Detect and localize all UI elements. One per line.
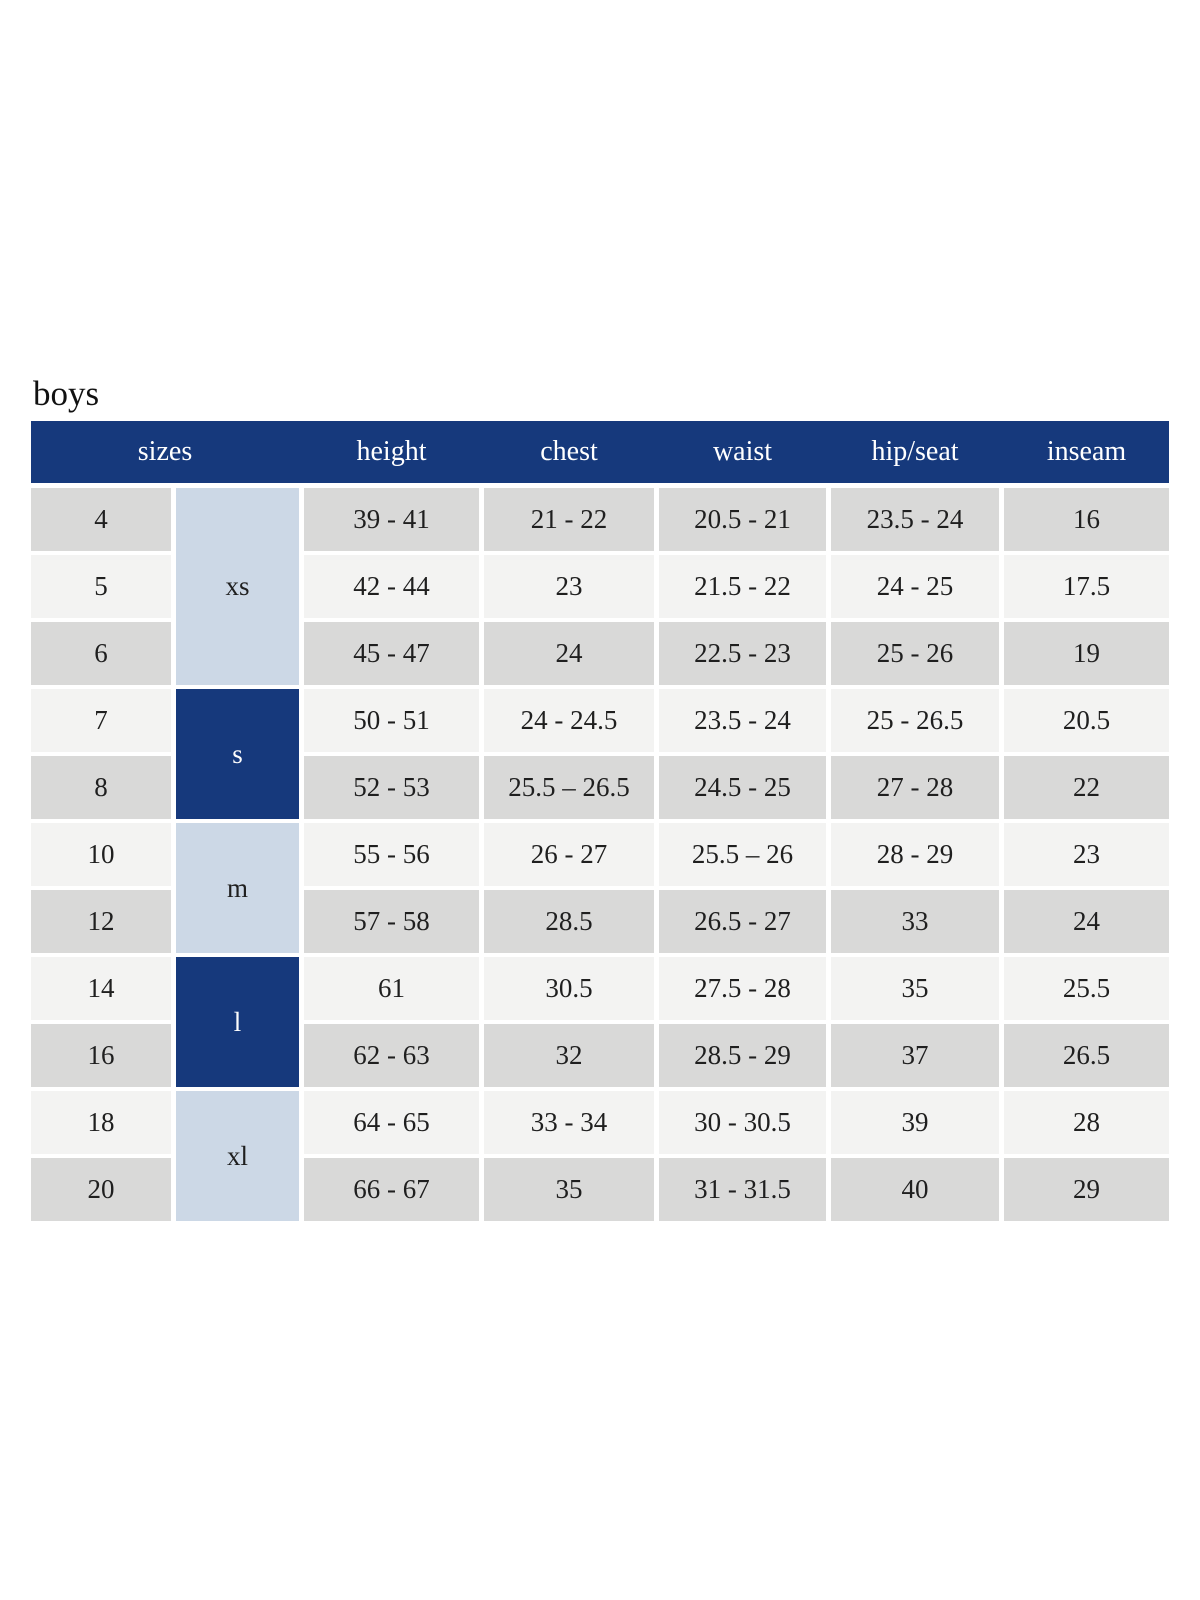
size-cell: 7	[31, 689, 171, 752]
chest-cell: 35	[484, 1158, 654, 1221]
size-cell: 20	[31, 1158, 171, 1221]
chest-cell: 24 - 24.5	[484, 689, 654, 752]
height-cell: 66 - 67	[304, 1158, 479, 1221]
column-header-hip-seat: hip/seat	[871, 436, 959, 467]
waist-cell: 22.5 - 23	[659, 622, 826, 685]
chest-cell: 32	[484, 1024, 654, 1087]
size-cell: 4	[31, 488, 171, 551]
size-cell: 18	[31, 1091, 171, 1154]
waist-cell: 31 - 31.5	[659, 1158, 826, 1221]
column-header-chest: chest	[540, 436, 598, 467]
hip-seat-cell: 23.5 - 24	[831, 488, 999, 551]
waist-cell: 27.5 - 28	[659, 957, 826, 1020]
size-group-cell-xl: xl	[176, 1091, 299, 1221]
chest-cell: 28.5	[484, 890, 654, 953]
waist-cell: 26.5 - 27	[659, 890, 826, 953]
size-cell: 14	[31, 957, 171, 1020]
hip-seat-cell: 37	[831, 1024, 999, 1087]
height-cell: 42 - 44	[304, 555, 479, 618]
chest-cell: 30.5	[484, 957, 654, 1020]
chest-cell: 33 - 34	[484, 1091, 654, 1154]
hip-seat-cell: 25 - 26.5	[831, 689, 999, 752]
hip-seat-cell: 33	[831, 890, 999, 953]
hip-seat-cell: 40	[831, 1158, 999, 1221]
height-cell: 55 - 56	[304, 823, 479, 886]
page-title: boys	[33, 374, 100, 413]
table-header-row: sizes height chest waist hip/seat inseam	[31, 421, 1169, 483]
height-cell: 39 - 41	[304, 488, 479, 551]
column-header-waist: waist	[712, 436, 773, 467]
inseam-cell: 22	[1004, 756, 1169, 819]
chest-cell: 26 - 27	[484, 823, 654, 886]
column-header-sizes: sizes	[137, 436, 193, 467]
waist-cell: 24.5 - 25	[659, 756, 826, 819]
column-header-height: height	[356, 436, 427, 467]
inseam-cell: 25.5	[1004, 957, 1169, 1020]
chest-cell: 25.5 – 26.5	[484, 756, 654, 819]
size-cell: 10	[31, 823, 171, 886]
inseam-cell: 24	[1004, 890, 1169, 953]
size-cell: 5	[31, 555, 171, 618]
inseam-cell: 29	[1004, 1158, 1169, 1221]
size-cell: 6	[31, 622, 171, 685]
size-cell: 12	[31, 890, 171, 953]
inseam-cell: 16	[1004, 488, 1169, 551]
size-chart-section: boys sizes height chest waist hip/seat i…	[31, 372, 1169, 1221]
inseam-cell: 23	[1004, 823, 1169, 886]
hip-seat-cell: 28 - 29	[831, 823, 999, 886]
inseam-cell: 20.5	[1004, 689, 1169, 752]
column-header-inseam: inseam	[1046, 436, 1127, 467]
hip-seat-cell: 24 - 25	[831, 555, 999, 618]
size-group-cell-l: l	[176, 957, 299, 1087]
waist-cell: 21.5 - 22	[659, 555, 826, 618]
inseam-cell: 26.5	[1004, 1024, 1169, 1087]
height-cell: 64 - 65	[304, 1091, 479, 1154]
height-cell: 52 - 53	[304, 756, 479, 819]
hip-seat-cell: 39	[831, 1091, 999, 1154]
hip-seat-cell: 27 - 28	[831, 756, 999, 819]
inseam-cell: 19	[1004, 622, 1169, 685]
waist-cell: 23.5 - 24	[659, 689, 826, 752]
inseam-cell: 17.5	[1004, 555, 1169, 618]
inseam-cell: 28	[1004, 1091, 1169, 1154]
chest-cell: 23	[484, 555, 654, 618]
chest-cell: 21 - 22	[484, 488, 654, 551]
height-cell: 57 - 58	[304, 890, 479, 953]
hip-seat-cell: 25 - 26	[831, 622, 999, 685]
size-group-cell-xs: xs	[176, 488, 299, 685]
height-cell: 50 - 51	[304, 689, 479, 752]
size-group-cell-m: m	[176, 823, 299, 953]
size-group-cell-s: s	[176, 689, 299, 819]
chest-cell: 24	[484, 622, 654, 685]
waist-cell: 30 - 30.5	[659, 1091, 826, 1154]
size-chart-table: xs s m l xl 4 39 - 41 21 - 22 20.5 - 21 …	[31, 488, 1169, 1221]
height-cell: 61	[304, 957, 479, 1020]
size-cell: 16	[31, 1024, 171, 1087]
waist-cell: 20.5 - 21	[659, 488, 826, 551]
size-cell: 8	[31, 756, 171, 819]
waist-cell: 25.5 – 26	[659, 823, 826, 886]
height-cell: 62 - 63	[304, 1024, 479, 1087]
hip-seat-cell: 35	[831, 957, 999, 1020]
height-cell: 45 - 47	[304, 622, 479, 685]
waist-cell: 28.5 - 29	[659, 1024, 826, 1087]
